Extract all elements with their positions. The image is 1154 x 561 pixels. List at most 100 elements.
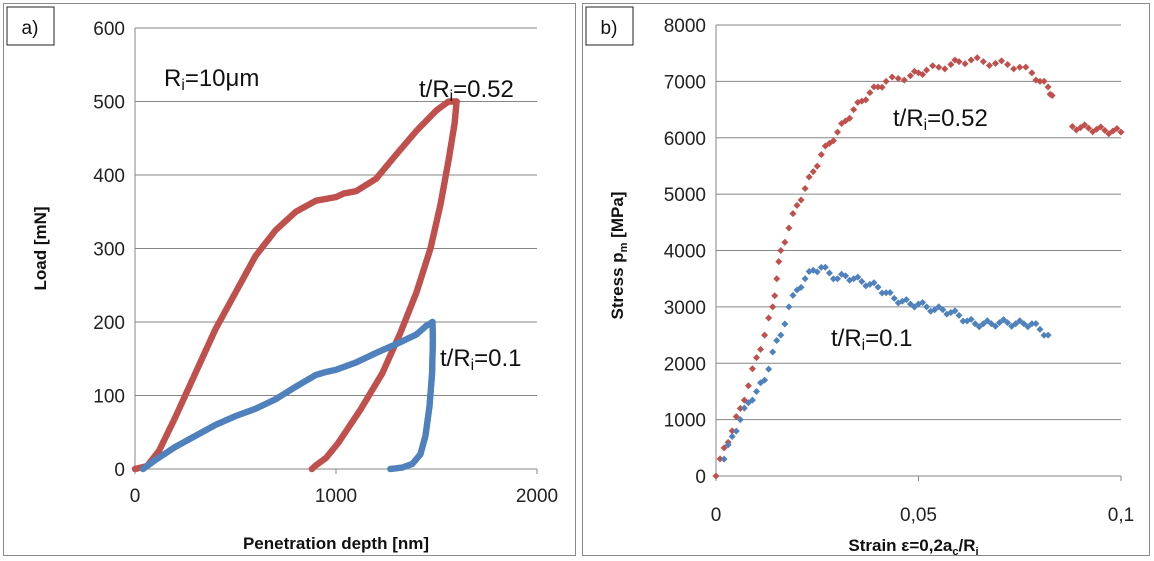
data-point (1004, 60, 1012, 68)
data-point (781, 320, 789, 328)
data-point (821, 263, 829, 271)
data-point (959, 317, 967, 325)
data-point (878, 83, 886, 91)
data-point (971, 320, 979, 328)
x-tick-label: 0 (711, 505, 722, 526)
data-point (882, 289, 890, 297)
y-tick-label: 2000 (664, 354, 706, 375)
data-point (829, 275, 837, 283)
data-point (771, 292, 779, 300)
data-point (931, 306, 939, 314)
data-point (941, 65, 949, 73)
data-point (1004, 319, 1012, 327)
data-point (805, 267, 813, 275)
data-point (744, 399, 752, 407)
data-point (777, 247, 785, 254)
data-point (1085, 124, 1093, 132)
data-point (793, 201, 801, 209)
data-point (991, 322, 999, 330)
data-point (878, 289, 886, 297)
data-point (834, 128, 841, 136)
data-point (910, 303, 918, 311)
data-point (789, 291, 797, 299)
y-axis-title: Stress pm [MPa] (608, 192, 630, 320)
data-point (890, 294, 898, 302)
series-t-ri-0.1 (720, 263, 1052, 463)
y-tick-label: 200 (93, 313, 125, 334)
data-point (1089, 128, 1097, 136)
data-point (951, 307, 959, 315)
y-tick-label: 400 (93, 166, 125, 187)
data-point (809, 168, 817, 176)
data-point (817, 151, 825, 159)
data-point (1081, 121, 1089, 129)
data-point (866, 89, 874, 97)
data-point (825, 139, 833, 147)
data-point (1000, 316, 1008, 324)
x-axis-title: Strain ε=0,2ac/Ri (848, 536, 978, 558)
data-point (1016, 317, 1024, 325)
data-point (769, 348, 777, 356)
y-tick-label: 0 (695, 467, 706, 488)
data-point (712, 472, 720, 480)
load-depth-chart: 0 100 200 300 400 500 600 0 1000 2000 Penetration … (6, 6, 558, 553)
data-point (998, 57, 1006, 65)
data-point (817, 263, 825, 271)
data-point (902, 296, 910, 304)
data-point (1010, 65, 1018, 73)
data-point (979, 58, 987, 66)
data-point (1012, 320, 1020, 328)
data-point (955, 58, 963, 66)
data-point (813, 268, 821, 276)
data-point (858, 278, 866, 286)
data-point (805, 173, 813, 181)
data-point (866, 280, 874, 288)
data-point (809, 266, 817, 274)
x-tick-label: 2000 (516, 486, 558, 507)
data-point (724, 441, 732, 449)
data-point (801, 184, 809, 192)
data-point (1036, 77, 1044, 85)
data-point (744, 382, 752, 390)
data-point (748, 365, 756, 373)
data-point (1097, 123, 1105, 131)
data-point (975, 323, 983, 331)
series-t-ri-0.52 (131, 98, 460, 473)
data-point (308, 465, 316, 473)
data-point (777, 331, 785, 339)
data-point (1101, 126, 1109, 134)
data-point (1028, 320, 1036, 328)
data-point (1028, 69, 1036, 77)
data-point (716, 455, 724, 463)
data-point (1024, 323, 1032, 331)
data-point (894, 75, 902, 83)
data-point (773, 337, 781, 345)
panel-label: b) (601, 18, 618, 39)
data-point (923, 303, 931, 311)
data-point (753, 354, 760, 362)
data-point (870, 83, 878, 91)
x-tick-label: 0,05 (900, 505, 937, 526)
y-tick-label: 6000 (664, 129, 706, 150)
data-point (1044, 331, 1052, 339)
data-point (919, 298, 927, 306)
data-point (736, 404, 744, 412)
data-point (862, 96, 870, 104)
data-point (797, 283, 805, 291)
data-point (874, 283, 882, 291)
data-point (967, 315, 975, 323)
series-t-ri-0.52 (712, 54, 1125, 480)
data-point (1020, 320, 1028, 328)
data-point (991, 59, 999, 67)
data-point (785, 303, 793, 311)
y-axis-title-group: Stress pm [MPa] (608, 192, 630, 320)
chart-panel-b: 0 1000 2000 3000 4000 5000 6000 7000 8000 0 0,05 0,… (582, 3, 1150, 558)
data-point (961, 60, 969, 68)
y-tick-label: 600 (93, 19, 125, 40)
data-point (996, 319, 1003, 327)
annotation-t-ri-01: t/Ri=0.1 (440, 345, 522, 374)
y-tick-label: 0 (114, 460, 125, 481)
data-point (720, 444, 728, 452)
data-point (1016, 63, 1024, 71)
data-point (1036, 325, 1044, 333)
